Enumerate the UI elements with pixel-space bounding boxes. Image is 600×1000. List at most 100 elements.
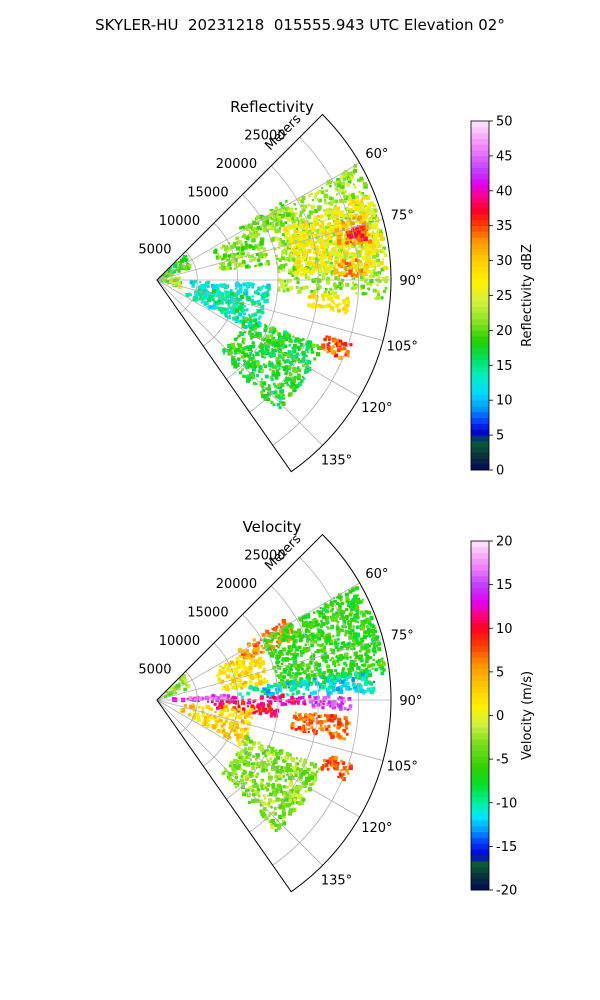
echo-gate	[270, 806, 273, 809]
echo-gate	[380, 244, 383, 247]
echo-gate	[219, 262, 222, 265]
echo-gate	[228, 301, 232, 305]
echo-gate	[314, 667, 319, 671]
echo-gate	[297, 266, 302, 271]
echo-gate	[331, 679, 335, 682]
echo-gate	[291, 254, 295, 257]
echo-gate	[250, 676, 255, 680]
echo-gate	[275, 367, 278, 370]
echo-gate	[248, 235, 252, 239]
echo-gate	[233, 241, 237, 245]
echo-gate	[289, 795, 292, 798]
echo-gate	[356, 594, 359, 597]
echo-gate	[307, 303, 312, 308]
echo-gate	[347, 230, 353, 236]
echo-gate	[372, 658, 375, 662]
echo-gate	[295, 784, 299, 788]
echo-gate	[327, 724, 331, 728]
echo-gate	[289, 652, 293, 656]
echo-gate	[315, 661, 318, 664]
echo-gate	[375, 240, 379, 244]
echo-gate	[291, 637, 294, 641]
echo-gate	[240, 319, 243, 322]
echo-gate	[313, 672, 317, 677]
echo-gate	[259, 369, 264, 373]
echo-gate	[214, 301, 218, 305]
echo-gate	[333, 756, 338, 761]
echo-gate	[304, 790, 308, 793]
echo-gate	[262, 681, 266, 684]
echo-gate	[321, 293, 325, 297]
echo-gate	[355, 268, 360, 273]
echo-gate	[286, 771, 289, 774]
echo-gate	[277, 288, 281, 292]
echo-gate	[252, 762, 256, 766]
echo-gate	[326, 668, 331, 673]
echo-gate	[348, 630, 353, 635]
echo-gate	[266, 632, 271, 638]
echo-gate	[290, 723, 295, 729]
echo-gate	[308, 720, 313, 725]
echo-gate	[305, 220, 310, 225]
echo-gate	[278, 765, 281, 768]
echo-gate	[244, 288, 249, 293]
echo-gate	[200, 301, 203, 304]
echo-gate	[317, 256, 321, 260]
echo-gate	[275, 222, 279, 227]
echo-gate	[259, 662, 264, 667]
echo-gate	[313, 209, 318, 213]
echo-gate	[320, 654, 325, 659]
echo-gate	[324, 271, 328, 276]
echo-gate	[295, 227, 299, 231]
echo-gate	[329, 294, 332, 298]
echo-gate	[297, 680, 300, 684]
echo-gate	[325, 642, 328, 646]
echo-gate	[335, 596, 339, 599]
echo-gate	[266, 788, 270, 792]
echo-gate	[366, 231, 369, 234]
echo-gate	[289, 638, 292, 642]
echo-gate	[341, 241, 346, 246]
echo-gate	[301, 621, 307, 626]
echo-gate	[305, 727, 308, 730]
echo-gate	[249, 258, 253, 263]
echo-gate	[279, 798, 283, 802]
echo-gate	[289, 772, 293, 776]
echo-gate	[294, 700, 297, 703]
echo-gate	[351, 638, 356, 643]
echo-gate	[369, 656, 373, 659]
echo-gate	[269, 653, 275, 658]
echo-gate	[376, 229, 381, 234]
colorbar-segment	[471, 307, 489, 314]
echo-gate	[316, 628, 320, 631]
colorbar-segment	[471, 406, 489, 413]
echo-gate	[338, 689, 344, 694]
echo-gate	[374, 637, 379, 642]
echo-gate	[348, 704, 353, 708]
echo-gate	[303, 769, 308, 774]
echo-gate	[254, 231, 258, 234]
echo-gate	[311, 770, 315, 773]
echo-gate	[289, 625, 294, 630]
echo-gate	[271, 370, 276, 374]
echo-gate	[354, 688, 359, 693]
echo-gate	[221, 297, 226, 301]
echo-gate	[336, 656, 341, 662]
echo-gate	[269, 714, 273, 718]
echo-gate	[337, 183, 342, 188]
echo-gate	[383, 253, 388, 258]
echo-gate	[229, 669, 233, 673]
echo-gate	[292, 684, 297, 689]
range-tick-label: 25000	[244, 128, 285, 143]
echo-gate	[350, 221, 354, 225]
echo-gate	[330, 760, 335, 765]
echo-gate	[303, 759, 308, 765]
echo-gate	[288, 753, 292, 757]
echo-gate	[309, 344, 314, 349]
echo-gate	[368, 207, 372, 210]
echo-gate	[316, 633, 320, 638]
echo-gate	[275, 691, 279, 695]
echo-gate	[372, 274, 376, 278]
colorbar-segment	[471, 272, 489, 279]
echo-gate	[313, 290, 316, 293]
